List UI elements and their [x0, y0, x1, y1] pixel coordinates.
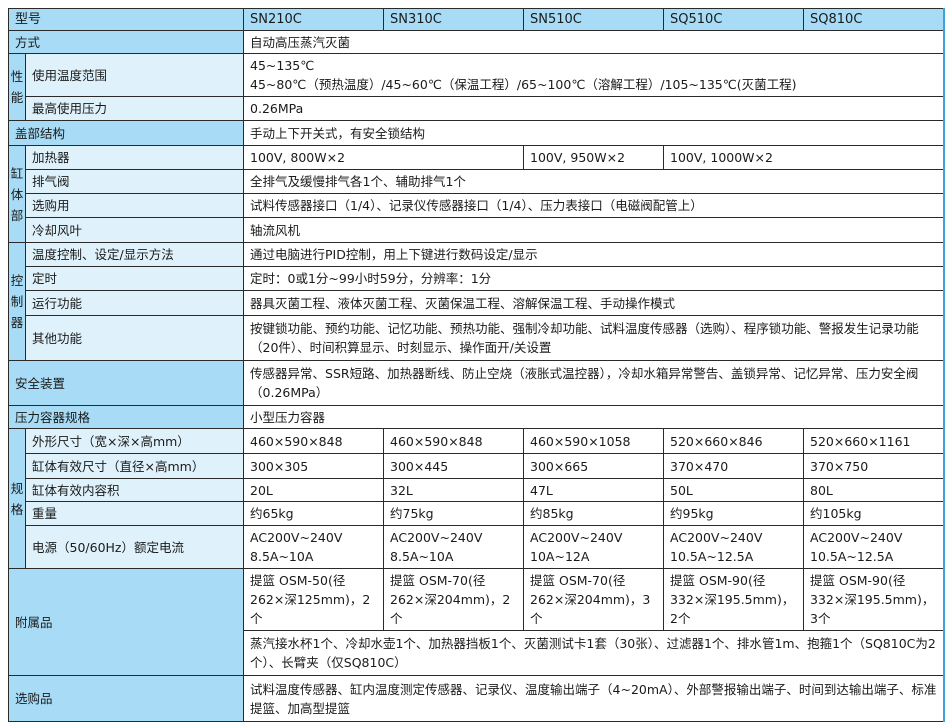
model-label: 型号	[7, 8, 245, 31]
lid-value: 手动上下开关式，有安全锁结构	[243, 120, 945, 146]
safety-value: 传感器异常、SSR短路、加热器断线、防止空烧（液胀式温控器），冷却水箱异常警告、…	[243, 360, 945, 406]
fan-label: 冷却风叶	[24, 217, 245, 243]
spec-label: 重量	[24, 501, 245, 526]
heater-value: 100V, 1000W×2	[663, 145, 945, 170]
spec-label: 外形尺寸（宽×深×高mm）	[24, 428, 245, 454]
spec-value: AC200V~240V 10.5A~12.5A	[803, 525, 945, 569]
exhaust-value: 全排气及缓慢排气各1个、辅助排气1个	[243, 169, 945, 194]
vessel-label: 压力容器规格	[7, 405, 245, 429]
spec-table: 型号 SN210C SN310C SN510C SQ510C SQ810C 方式…	[7, 8, 945, 722]
model-header-row: 型号 SN210C SN310C SN510C SQ510C SQ810C	[7, 8, 945, 31]
temp-control-label: 温度控制、设定/显示方法	[24, 242, 245, 267]
spec-value: 约85kg	[523, 501, 665, 526]
spec-value: AC200V~240V 10.5A~12.5A	[663, 525, 805, 569]
safety-label: 安全装置	[7, 360, 245, 406]
specs-group: 规格	[8, 428, 26, 569]
options-label: 选购品	[7, 675, 245, 722]
spec-value: 约65kg	[243, 501, 385, 526]
basket-value: 提篮 OSM-90(径332×深195.5mm)，2个	[663, 568, 805, 631]
basket-value: 提篮 OSM-70(径262×深204mm)，3个	[523, 568, 665, 631]
spec-value: 300×305	[243, 453, 385, 479]
other-label: 其他功能	[24, 315, 245, 361]
other-value: 按键锁功能、预约功能、记忆功能、预热功能、强制冷却功能、试料温度传感器（选购）、…	[243, 315, 945, 361]
performance-group: 性能	[8, 53, 26, 121]
spec-value: 约95kg	[663, 501, 805, 526]
spec-value: 约75kg	[383, 501, 525, 526]
model-sn510c: SN510C	[523, 8, 665, 31]
temp-range-value: 45~135℃ 45~80℃（预热温度）/45~60℃（保温工程）/65~100℃…	[243, 53, 945, 97]
basket-value: 提篮 OSM-70(径262×深204mm)，2个	[383, 568, 525, 631]
spec-value: 47L	[523, 478, 665, 502]
run-label: 运行功能	[24, 290, 245, 316]
temp-range-line1: 45~135℃	[250, 58, 315, 73]
spec-value: 370×470	[663, 453, 805, 479]
lid-label: 盖部结构	[7, 120, 245, 146]
heater-value: 100V, 800W×2	[243, 145, 525, 170]
model-sn310c: SN310C	[383, 8, 525, 31]
spec-value: 300×665	[523, 453, 665, 479]
spec-value: AC200V~240V 10A~12A	[523, 525, 665, 569]
spec-value: 520×660×1161	[803, 428, 945, 454]
heater-value: 100V, 950W×2	[523, 145, 665, 170]
temp-range-label: 使用温度范围	[24, 53, 245, 97]
tank-group: 缸体部	[8, 145, 26, 243]
spec-value: 460×590×848	[243, 428, 385, 454]
vessel-value: 小型压力容器	[243, 405, 945, 429]
controller-group: 控制器	[8, 242, 26, 361]
model-sq510c: SQ510C	[663, 8, 805, 31]
spec-value: 460×590×848	[383, 428, 525, 454]
method-label: 方式	[7, 30, 245, 54]
exhaust-label: 排气阀	[24, 169, 245, 194]
temp-range-line2: 45~80℃（预热温度）/45~60℃（保温工程）/65~100℃（溶解工程）/…	[250, 77, 797, 92]
spec-value: 460×590×1058	[523, 428, 665, 454]
timer-value: 定时：0或1分~99小时59分，分辨率：1分	[243, 266, 945, 291]
fan-value: 轴流风机	[243, 217, 945, 243]
heater-label: 加热器	[24, 145, 245, 170]
option-port-label: 选购用	[24, 193, 245, 218]
spec-value: 32L	[383, 478, 525, 502]
spec-value: 80L	[803, 478, 945, 502]
accessories-label: 附属品	[7, 568, 245, 676]
option-port-value: 试料传感器接口（1/4）、记录仪传感器接口（1/4）、压力表接口（电磁阀配管上）	[243, 193, 945, 218]
spec-label: 缸体有效内容积	[24, 478, 245, 502]
run-value: 器具灭菌工程、液体灭菌工程、灭菌保温工程、溶解保温工程、手动操作模式	[243, 290, 945, 316]
temp-control-value: 通过电脑进行PID控制，用上下键进行数码设定/显示	[243, 242, 945, 267]
spec-value: AC200V~240V 8.5A~10A	[383, 525, 525, 569]
spec-value: 约105kg	[803, 501, 945, 526]
basket-value: 提篮 OSM-50(径262×深125mm)，2个	[243, 568, 385, 631]
spec-value: AC200V~240V 8.5A~10A	[243, 525, 385, 569]
spec-label: 电源（50/60Hz）额定电流	[24, 525, 245, 569]
spec-value: 370×750	[803, 453, 945, 479]
max-pressure-label: 最高使用压力	[24, 96, 245, 121]
timer-label: 定时	[24, 266, 245, 291]
basket-value: 提篮 OSM-90(径332×深195.5mm)，3个	[803, 568, 945, 631]
spec-value: 20L	[243, 478, 385, 502]
spec-value: 50L	[663, 478, 805, 502]
accessories-common: 蒸汽接水杯1个、冷却水壶1个、加热器挡板1个、灭菌测试卡1套（30张）、过滤器1…	[243, 630, 945, 676]
model-sq810c: SQ810C	[803, 8, 945, 31]
max-pressure-value: 0.26MPa	[243, 96, 945, 121]
options-value: 试料温度传感器、缸内温度测定传感器、记录仪、温度输出端子（4~20mA）、外部警…	[243, 675, 945, 722]
spec-value: 520×660×846	[663, 428, 805, 454]
spec-label: 缸体有效尺寸（直径×高mm）	[24, 453, 245, 479]
method-value: 自动高压蒸汽灭菌	[243, 30, 945, 54]
model-sn210c: SN210C	[243, 8, 385, 31]
spec-value: 300×445	[383, 453, 525, 479]
